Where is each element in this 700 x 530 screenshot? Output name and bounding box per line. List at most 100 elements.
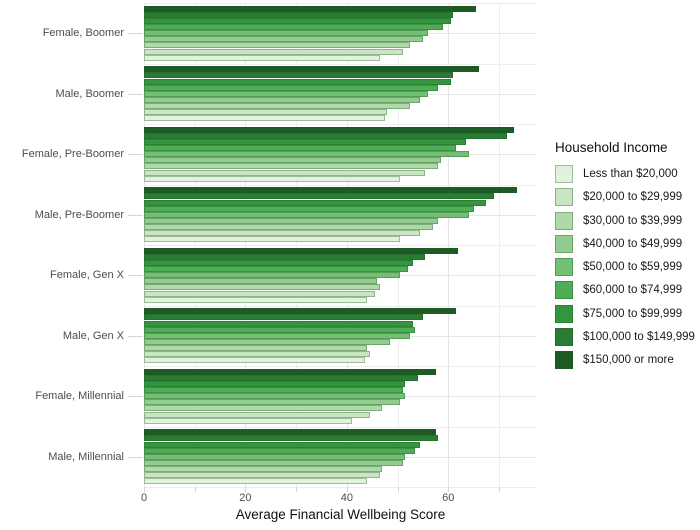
legend-item: $60,000 to $74,999 [555,281,695,300]
legend-item-label: Less than $20,000 [583,168,678,180]
bar-Female, Pre-Boomer-$20,000 to $29,999 [144,169,426,176]
bar-Male, Millennial-$75,000 to $99,999 [144,441,421,448]
x-tick-mark [498,487,500,492]
bar-Male, Millennial-$150,000 or more [144,429,436,436]
bar-Male, Gen X-Less than $20,000 [144,357,365,364]
legend-item-label: $30,000 to $39,999 [583,214,683,227]
legend-swatch [555,304,573,323]
legend-item-label: $75,000 to $99,999 [583,307,683,320]
bar-Male, Millennial-$50,000 to $59,999 [144,453,406,460]
bar-Male, Boomer-$75,000 to $99,999 [144,78,451,85]
bar-Male, Millennial-$30,000 to $39,999 [144,465,383,472]
bar-Male, Millennial-$40,000 to $49,999 [144,459,403,466]
x-tick-label: 20 [239,492,252,504]
plot-area [144,3,537,488]
bar-Female, Pre-Boomer-$50,000 to $59,999 [144,151,469,158]
bar-Female, Boomer-$75,000 to $99,999 [144,18,451,24]
y-tick-mark [128,456,143,458]
y-tick-mark [128,33,143,35]
bar-Female, Gen X-$30,000 to $39,999 [144,284,380,291]
y-tick-mark [128,275,143,277]
bar-Male, Boomer-$100,000 to $149,999 [144,72,454,79]
bar-Male, Millennial-$100,000 to $149,999 [144,435,439,442]
bar-Male, Pre-Boomer-$20,000 to $29,999 [144,230,421,236]
bar-Male, Millennial-Less than $20,000 [144,478,368,485]
bar-Female, Gen X-$50,000 to $59,999 [144,272,401,279]
legend-item-label: $100,000 to $149,999 [583,331,695,344]
bar-Male, Pre-Boomer-$75,000 to $99,999 [144,199,487,206]
bar-Female, Boomer-$50,000 to $59,999 [144,30,428,37]
x-tick-mark [245,487,247,492]
legend-swatch [555,328,573,347]
bar-Female, Millennial-$100,000 to $149,999 [144,374,418,381]
bar-Male, Gen X-$75,000 to $99,999 [144,320,413,327]
legend-items: Less than $20,000 $20,000 to $29,999 $30,0… [555,165,695,370]
x-tick-mark [346,487,348,492]
x-tick-mark [397,487,399,492]
x-axis-title: Average Financial Wellbeing Score [235,507,446,522]
bar-Male, Boomer-Less than $20,000 [144,115,385,122]
bar-Male, Pre-Boomer-$40,000 to $49,999 [144,217,439,224]
legend-item: Less than $20,000 [555,165,695,183]
x-tick-label: 60 [442,492,455,504]
bar-Female, Millennial-$150,000 or more [144,368,436,375]
legend-item: $30,000 to $39,999 [555,211,695,230]
legend-item-label: $40,000 to $49,999 [583,237,683,250]
legend-swatch [555,234,573,253]
bar-Female, Gen X-$75,000 to $99,999 [144,260,413,266]
bar-Female, Boomer-$40,000 to $49,999 [144,36,423,43]
legend-swatch [555,188,573,207]
bar-Male, Millennial-$20,000 to $29,999 [144,472,380,478]
legend-swatch [555,211,573,230]
bar-Female, Gen X-$40,000 to $49,999 [144,278,378,285]
bar-Male, Boomer-$40,000 to $49,999 [144,96,421,103]
x-tick-mark [144,487,145,492]
bar-Male, Gen X-$150,000 or more [144,308,456,315]
gridline-horizontal-minor [144,124,537,125]
legend-item-label: $50,000 to $59,999 [583,261,683,274]
bar-Female, Pre-Boomer-Less than $20,000 [144,175,401,182]
y-axis-label: Female, Gen X [50,269,124,282]
gridline-horizontal-minor [144,426,537,428]
bar-Female, Boomer-$100,000 to $149,999 [144,11,454,18]
bar-Female, Pre-Boomer-$60,000 to $74,999 [144,145,456,152]
legend-swatch [555,351,573,370]
y-tick-mark [128,214,143,216]
y-axis-label: Female, Pre-Boomer [21,148,124,161]
bar-Male, Pre-Boomer-$60,000 to $74,999 [144,205,474,212]
bar-Male, Gen X-$60,000 to $74,999 [144,326,416,333]
bar-Female, Gen X-$100,000 to $149,999 [144,253,426,260]
legend-item-label: $20,000 to $29,999 [583,191,683,204]
y-axis-label: Female, Boomer [42,27,124,40]
bar-Male, Gen X-$40,000 to $49,999 [144,338,390,345]
bar-Male, Pre-Boomer-$30,000 to $39,999 [144,223,434,230]
legend-swatch [555,165,573,183]
bar-Female, Millennial-$30,000 to $39,999 [144,405,383,412]
legend-item-label: $150,000 or more [583,354,674,367]
legend-title: Household Income [555,140,668,155]
bar-Male, Boomer-$60,000 to $74,999 [144,84,439,91]
bar-Female, Millennial-$20,000 to $29,999 [144,411,370,418]
y-axis-label: Female, Millennial [35,390,124,403]
legend-item: $75,000 to $99,999 [555,304,695,323]
bar-Female, Pre-Boomer-$100,000 to $149,999 [144,132,507,139]
bar-Male, Pre-Boomer-Less than $20,000 [144,236,401,243]
bar-Male, Boomer-$30,000 to $39,999 [144,102,411,109]
legend-item: $20,000 to $29,999 [555,188,695,207]
legend-item: $40,000 to $49,999 [555,234,695,253]
gridline-horizontal-minor [144,184,537,186]
x-tick-mark [448,487,450,492]
bar-Male, Boomer-$50,000 to $59,999 [144,90,428,97]
x-tick-label: 40 [340,492,353,504]
bar-Female, Gen X-$20,000 to $29,999 [144,290,375,297]
x-tick-label: 0 [140,492,148,504]
bar-Male, Gen X-$50,000 to $59,999 [144,332,411,339]
bar-Female, Boomer-$20,000 to $29,999 [144,48,403,55]
y-tick-mark [128,93,143,95]
legend-item: $150,000 or more [555,351,695,370]
bar-Male, Pre-Boomer-$100,000 to $149,999 [144,193,494,200]
x-tick-mark [296,487,298,492]
y-tick-mark [128,335,143,337]
bar-Female, Gen X-$150,000 or more [144,247,459,254]
